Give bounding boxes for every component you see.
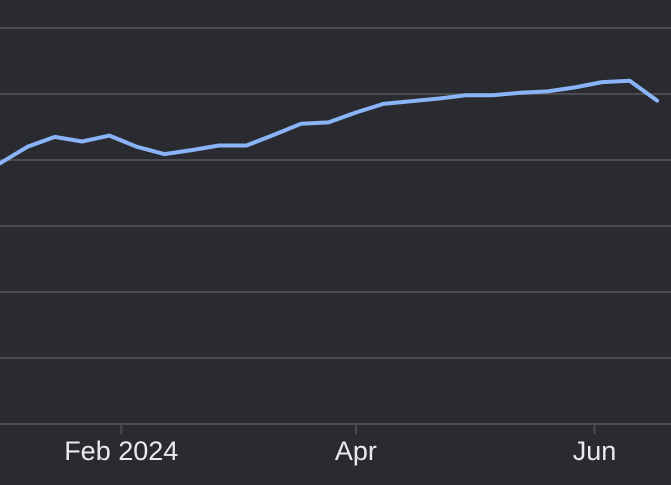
gridlines xyxy=(0,27,671,425)
x-tick-label: Apr xyxy=(335,436,377,466)
x-tick-label: Feb 2024 xyxy=(64,436,178,466)
x-tick-label: Jun xyxy=(573,436,617,466)
series-line xyxy=(0,78,660,166)
plot-area xyxy=(0,78,660,166)
x-axis: Feb 2024 Apr Jun xyxy=(64,424,616,466)
